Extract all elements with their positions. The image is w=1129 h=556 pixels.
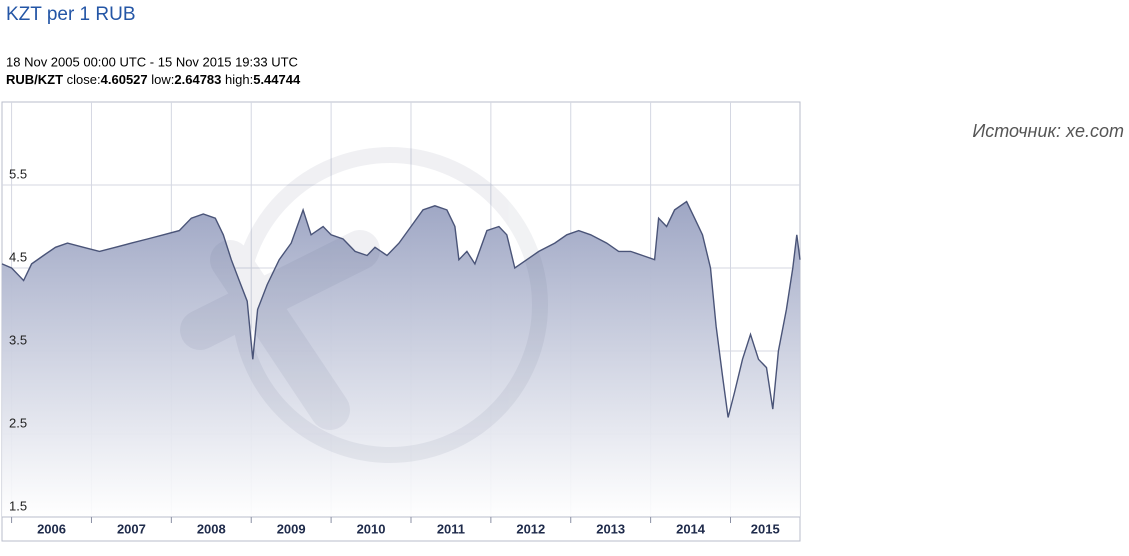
y-tick-label: 3.5	[9, 332, 27, 347]
high-label: high:	[225, 72, 253, 87]
y-tick-label: 4.5	[9, 249, 27, 264]
source: Источник: xe.com	[972, 121, 1124, 141]
line	[1, 200, 801, 418]
x-tick-label: 2009	[277, 521, 306, 536]
y-tick-label: 2.5	[9, 415, 27, 430]
x-tick-label: 2006	[37, 521, 66, 536]
watermark-x	[180, 230, 380, 430]
watermark	[180, 147, 548, 463]
y-tick-label: 1.5	[9, 498, 27, 513]
date-range: 18 Nov 2005 00:00 UTC - 15 Nov 2015 19:3…	[6, 54, 298, 69]
watermark-ring	[232, 147, 548, 463]
x-tick-label: 2015	[751, 521, 780, 536]
x-tick-label: 2013	[596, 521, 625, 536]
y-tick-label: 5.5	[9, 166, 27, 181]
stats: RUB/KZT close:4.60527 low:2.64783 high:5…	[6, 72, 301, 87]
x-tick-label: 2012	[516, 521, 545, 536]
x-tick-label: 2011	[437, 521, 465, 536]
high-value: 5.44744	[253, 72, 301, 87]
low-label: low:	[151, 72, 174, 87]
x-axis-band	[1, 516, 801, 542]
area-fill	[2, 201, 800, 517]
chart-title: KZT per 1 RUB	[6, 4, 136, 25]
close-value: 4.60527	[101, 72, 148, 87]
x-tick-label: 2008	[197, 521, 226, 536]
low-value: 2.64783	[174, 72, 221, 87]
x-tick-label: 2007	[117, 521, 146, 536]
x-tick-label: 2010	[357, 521, 386, 536]
pair: RUB/KZT	[6, 72, 63, 87]
close-label: close:	[67, 72, 101, 87]
x-tick-label: 2014	[676, 521, 706, 536]
